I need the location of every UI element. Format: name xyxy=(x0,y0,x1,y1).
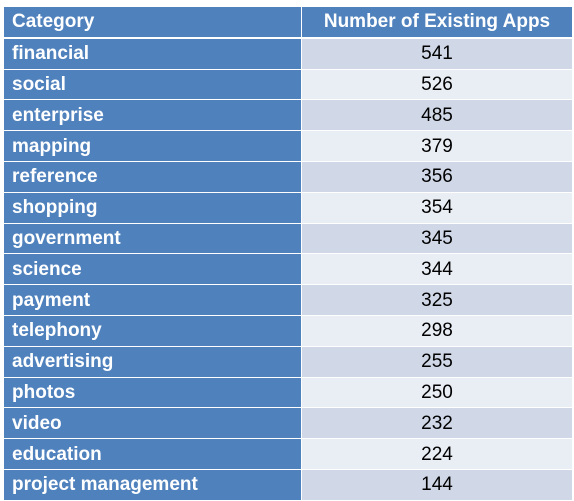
count-cell: 345 xyxy=(301,222,573,255)
table-row: enterprise 485 xyxy=(3,99,573,132)
table-row: government 345 xyxy=(3,222,573,255)
table-row: video 232 xyxy=(3,407,573,440)
count-cell: 354 xyxy=(301,191,573,224)
count-cell: 356 xyxy=(301,160,573,193)
apps-by-category-table-container: Category Number of Existing Apps financi… xyxy=(3,5,573,501)
count-cell: 298 xyxy=(301,314,573,347)
count-cell: 344 xyxy=(301,253,573,286)
table-row: shopping 354 xyxy=(3,191,573,224)
table-row: science 344 xyxy=(3,253,573,286)
category-cell: payment xyxy=(3,284,302,316)
count-cell: 224 xyxy=(301,438,573,470)
category-cell: science xyxy=(3,253,302,286)
table-row: project management 144 xyxy=(3,468,573,501)
category-cell: mapping xyxy=(3,130,302,162)
header-category: Category xyxy=(3,5,302,39)
table-row: social 526 xyxy=(3,68,573,101)
category-cell: reference xyxy=(3,160,302,193)
table-body: financial 541 social 526 enterprise 485 map… xyxy=(3,37,573,501)
header-row: Category Number of Existing Apps xyxy=(3,5,573,39)
table-row: financial 541 xyxy=(3,37,573,70)
category-cell: telephony xyxy=(3,314,302,347)
table-row: payment 325 xyxy=(3,284,573,316)
category-cell: government xyxy=(3,222,302,255)
table-row: mapping 379 xyxy=(3,130,573,162)
category-cell: social xyxy=(3,68,302,101)
apps-by-category-table: Category Number of Existing Apps financi… xyxy=(3,5,573,501)
table-row: telephony 298 xyxy=(3,314,573,347)
count-cell: 144 xyxy=(301,468,573,501)
count-cell: 485 xyxy=(301,99,573,132)
category-cell: shopping xyxy=(3,191,302,224)
table-row: photos 250 xyxy=(3,376,573,409)
table-header: Category Number of Existing Apps xyxy=(3,5,573,39)
count-cell: 250 xyxy=(301,376,573,409)
category-cell: enterprise xyxy=(3,99,302,132)
table-row: advertising 255 xyxy=(3,345,573,378)
table-row: education 224 xyxy=(3,438,573,470)
count-cell: 379 xyxy=(301,130,573,162)
category-cell: photos xyxy=(3,376,302,409)
header-number-of-existing-apps: Number of Existing Apps xyxy=(301,5,573,39)
count-cell: 255 xyxy=(301,345,573,378)
count-cell: 232 xyxy=(301,407,573,440)
category-cell: financial xyxy=(3,37,302,70)
category-cell: video xyxy=(3,407,302,440)
count-cell: 526 xyxy=(301,68,573,101)
category-cell: project management xyxy=(3,468,302,501)
count-cell: 541 xyxy=(301,37,573,70)
table-row: reference 356 xyxy=(3,160,573,193)
category-cell: advertising xyxy=(3,345,302,378)
category-cell: education xyxy=(3,438,302,470)
count-cell: 325 xyxy=(301,284,573,316)
